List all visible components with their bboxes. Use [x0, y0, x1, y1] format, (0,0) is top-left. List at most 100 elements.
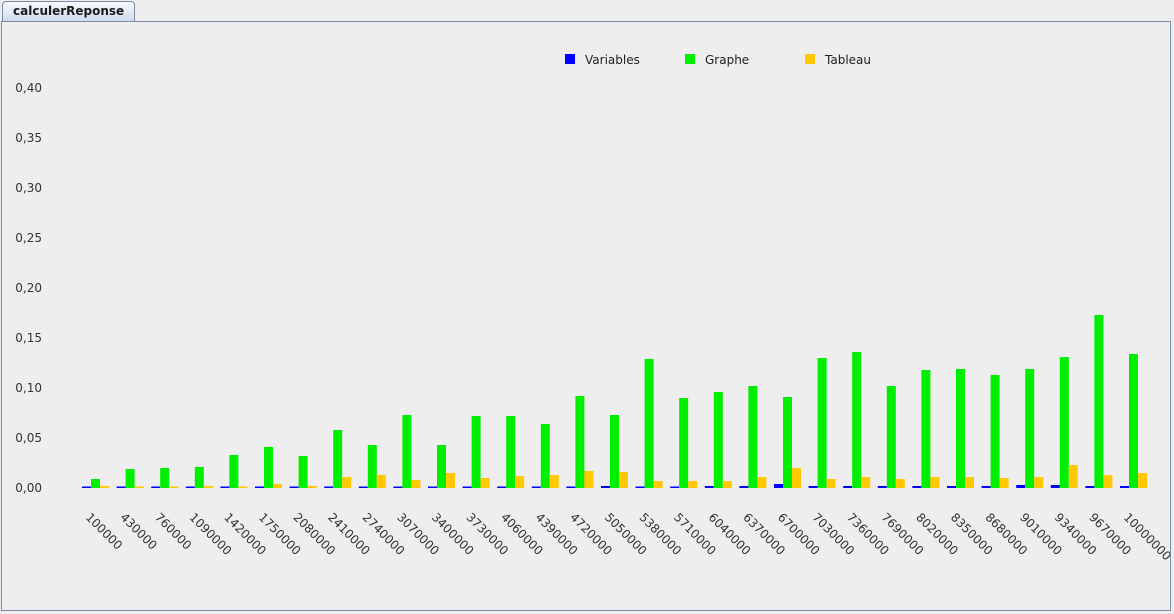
bar-tableau: [930, 477, 940, 488]
bar-graphe: [125, 469, 135, 488]
x-tick-label: 10000000: [1121, 510, 1170, 563]
x-tick-label: 760000: [152, 510, 194, 552]
bar-tableau: [619, 472, 628, 488]
bar-tableau: [203, 486, 213, 488]
bar-tableau: [169, 486, 179, 488]
bar-tableau: [273, 484, 282, 488]
bar-variables: [774, 484, 783, 488]
bar-variables: [185, 486, 195, 488]
bar-variables: [1120, 486, 1129, 488]
tab-bar: calculerReponse: [0, 0, 1174, 22]
bar-graphe: [437, 445, 446, 488]
bar-graphe: [783, 397, 792, 488]
bar-graphe: [264, 447, 273, 488]
bar-tableau: [307, 486, 317, 488]
y-tick-label: 0,25: [15, 231, 42, 245]
bar-variables: [116, 486, 126, 488]
bar-tableau: [688, 481, 698, 488]
y-tick-label: 0,15: [15, 331, 42, 345]
bar-tableau: [792, 468, 801, 488]
bar-variables: [1085, 486, 1095, 488]
bar-tableau: [653, 481, 663, 488]
bar-variables: [531, 486, 541, 488]
legend-label-tableau: Tableau: [824, 53, 871, 67]
y-tick-label: 0,00: [15, 481, 42, 495]
bar-graphe: [1025, 369, 1035, 488]
bar-tableau: [965, 477, 974, 488]
legend: Variables Graphe Tableau: [565, 53, 871, 67]
bar-tableau: [584, 471, 594, 488]
bar-variables: [151, 486, 161, 488]
bar-tableau: [999, 478, 1009, 488]
bar-graphe: [506, 416, 516, 488]
y-tick-label: 0,10: [15, 381, 42, 395]
y-tick-label: 0,30: [15, 181, 42, 195]
bar-graphe: [644, 359, 654, 488]
bar-graphe: [298, 456, 308, 488]
bar-variables: [393, 486, 403, 488]
bar-tableau: [376, 475, 386, 488]
legend-swatch-tableau: [805, 54, 815, 64]
bar-tableau: [134, 486, 144, 488]
bar-tableau: [411, 480, 421, 488]
bar-tableau: [446, 473, 455, 488]
bar-variables: [1016, 485, 1026, 488]
chart-panel: 0,00 0,05 0,10 0,15 0,20 0,25 0,30 0,35 0,40 1000…: [1, 21, 1171, 611]
bar-tableau: [1103, 475, 1113, 488]
bar-tableau: [549, 475, 559, 488]
bar-graphe: [748, 386, 758, 488]
bar-variables: [324, 486, 334, 488]
bar-tableau: [100, 486, 109, 488]
bar-variables: [358, 486, 368, 488]
bar-variables: [428, 486, 437, 488]
legend-swatch-variables: [565, 54, 575, 64]
bar-tableau: [861, 477, 871, 488]
bar-variables: [912, 486, 922, 488]
bar-tableau: [1034, 477, 1044, 488]
bar-graphe: [575, 396, 585, 488]
y-tick-label: 0,35: [15, 131, 42, 145]
bar-tableau: [1068, 465, 1078, 488]
bar-variables: [255, 486, 264, 488]
y-tick-label: 0,40: [15, 81, 42, 95]
bar-graphe: [886, 386, 896, 488]
bar-variables: [462, 486, 472, 488]
bar-variables: [981, 486, 991, 488]
bar-tableau: [480, 478, 490, 488]
bar-graphe: [990, 375, 1000, 488]
bar-variables: [704, 486, 714, 488]
bar-variables: [877, 486, 887, 488]
bar-variables: [947, 486, 956, 488]
bar-tableau: [238, 486, 248, 488]
tab-calculer-reponse[interactable]: calculerReponse: [2, 1, 136, 21]
bar-tableau: [342, 477, 352, 488]
x-tick-label: 100000: [83, 510, 125, 552]
bar-graphe: [229, 455, 239, 488]
bar-graphe: [91, 479, 100, 488]
bar-tableau: [1138, 473, 1147, 488]
bar-chart: 0,00 0,05 0,10 0,15 0,20 0,25 0,30 0,35 0,40 1000…: [15, 53, 1170, 563]
bar-tableau: [757, 477, 767, 488]
legend-swatch-graphe: [685, 54, 695, 64]
bar-graphe: [160, 468, 170, 488]
bar-graphe: [713, 392, 723, 488]
bar-graphe: [1059, 357, 1069, 488]
y-tick-label: 0,05: [15, 431, 42, 445]
bar-variables: [497, 486, 507, 488]
bar-graphe: [817, 358, 827, 488]
bar-variables: [739, 486, 749, 488]
bars-group: 1000004300007600001090000142000017500002…: [82, 315, 1170, 563]
bar-variables: [843, 486, 853, 488]
y-axis-ticks: 0,00 0,05 0,10 0,15 0,20 0,25 0,30 0,35 0,40: [15, 81, 42, 495]
bar-graphe: [402, 415, 412, 488]
bar-variables: [635, 486, 645, 488]
bar-graphe: [194, 467, 204, 488]
bar-variables: [601, 486, 610, 488]
bar-tableau: [826, 479, 836, 488]
bar-variables: [82, 486, 91, 488]
bar-graphe: [1129, 354, 1138, 488]
bar-variables: [289, 486, 299, 488]
bar-graphe: [921, 370, 931, 488]
bar-graphe: [333, 430, 343, 488]
x-tick-label: 430000: [117, 510, 159, 552]
